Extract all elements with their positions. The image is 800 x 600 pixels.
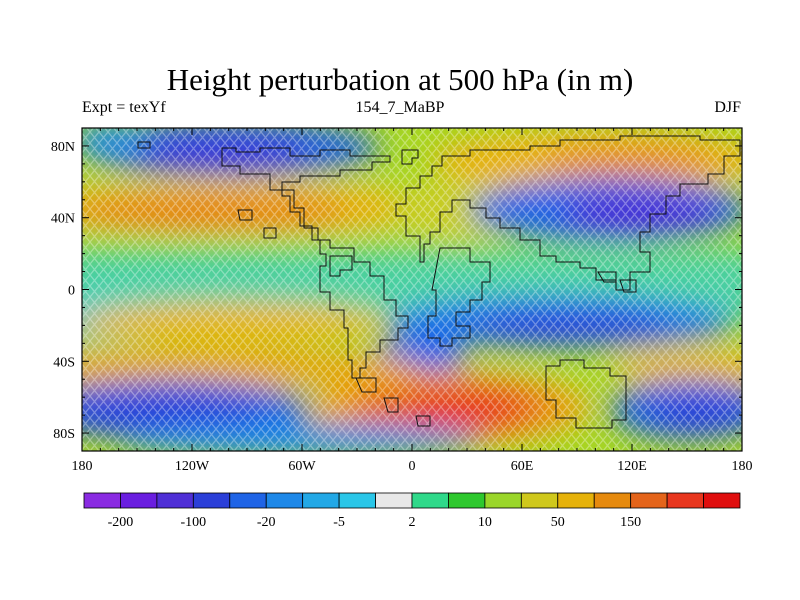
colorbar-label: -100: [180, 515, 206, 530]
colorbar-swatch: [83, 492, 121, 509]
colorbar-swatch: [484, 492, 522, 509]
colorbar-labels: -200 -100 -20 -5 2 10 50 150: [108, 515, 642, 530]
colorbar-swatch: [265, 492, 304, 509]
colorbar-swatch: [156, 492, 194, 509]
season-label: DJF: [714, 99, 741, 116]
colorbar-swatch: [411, 492, 449, 509]
colorbar-swatch: [192, 492, 231, 509]
colorbar-swatch: [375, 492, 413, 509]
colorbar-swatch: [630, 492, 668, 509]
colorbar-label: 50: [551, 515, 565, 530]
colorbar-swatch: [520, 492, 559, 509]
lat-tick-label: 80S: [53, 427, 75, 442]
height-field: [82, 128, 742, 451]
coastlines: [137, 135, 741, 429]
longitude-tick-labels: 180 120W 60W 0 60E 120E 180: [72, 459, 753, 474]
latitude-tick-labels: 80N 40N 0 40S 80S: [51, 140, 75, 442]
lon-tick-label: 180: [732, 459, 753, 474]
colorbar-swatch: [666, 492, 704, 509]
colorbar-swatch: [448, 492, 486, 509]
case-label: 154_7_MaBP: [355, 99, 445, 116]
colorbar: [83, 492, 741, 509]
lat-tick-label: 40N: [51, 212, 75, 227]
plot-title: Height perturbation at 500 hPa (in m): [166, 62, 634, 97]
colorbar-label: 150: [620, 515, 641, 530]
lon-tick-label: 120W: [175, 459, 210, 474]
lat-tick-label: 40S: [53, 355, 75, 370]
colorbar-label: -200: [108, 515, 134, 530]
lon-tick-label: 120E: [617, 459, 647, 474]
lon-tick-label: 60W: [288, 459, 316, 474]
colorbar-swatch: [120, 492, 158, 509]
lon-tick-label: 60E: [511, 459, 534, 474]
colorbar-label: 10: [478, 515, 492, 530]
lat-tick-label: 0: [68, 284, 75, 299]
colorbar-swatch: [338, 492, 376, 509]
axis-ticks: [81, 127, 743, 452]
colorbar-swatch: [703, 492, 741, 509]
lon-tick-label: 180: [72, 459, 93, 474]
colorbar-swatch: [593, 492, 632, 509]
colorbar-label: -20: [257, 515, 276, 530]
colorbar-label: 2: [409, 515, 416, 530]
colorbar-swatch: [302, 492, 340, 509]
experiment-label: Expt = texYf: [82, 99, 166, 116]
colorbar-swatch: [557, 492, 595, 509]
lon-tick-label: 0: [409, 459, 416, 474]
colorbar-label: -5: [333, 515, 345, 530]
colorbar-swatch: [229, 492, 267, 509]
lat-tick-label: 80N: [51, 140, 75, 155]
